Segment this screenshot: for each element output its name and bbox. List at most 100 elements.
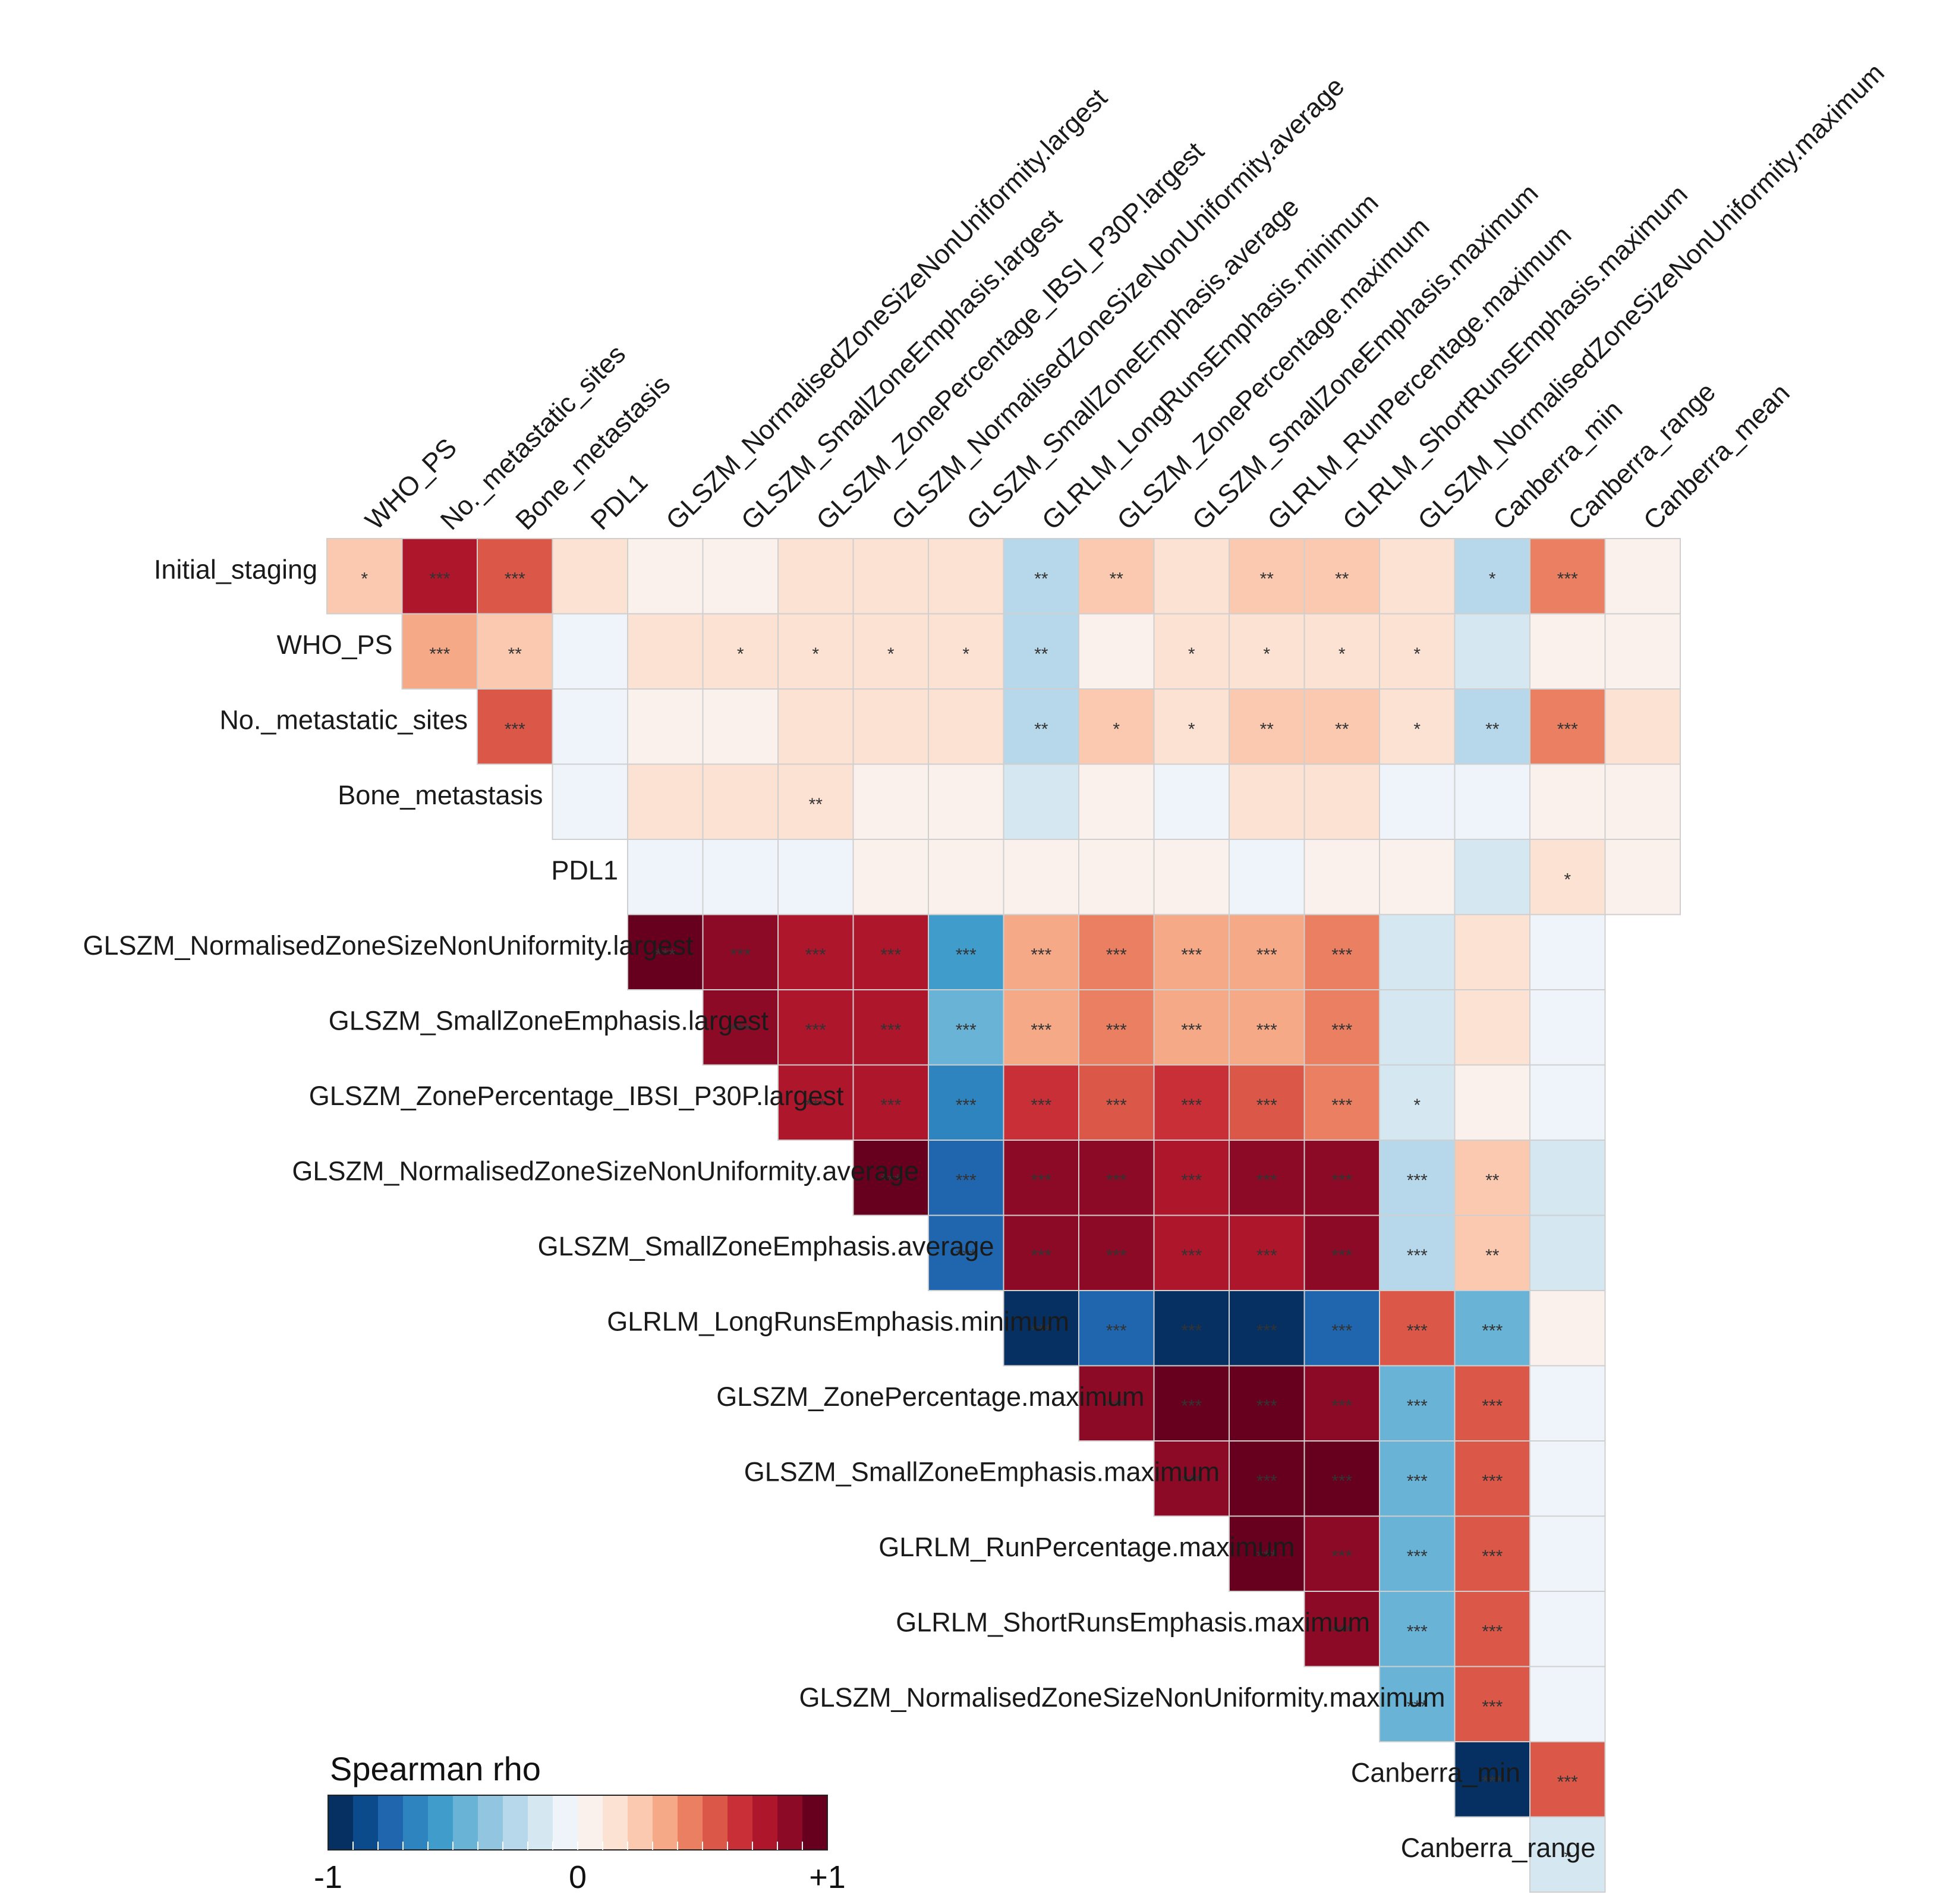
- heatmap-cell: [852, 914, 929, 990]
- significance-marker: *: [1489, 569, 1496, 588]
- heatmap-cell: [1604, 613, 1681, 690]
- heatmap-cell: [1379, 1290, 1456, 1367]
- row-label: GLRLM_LongRunsEmphasis.minimum: [607, 1306, 1069, 1336]
- significance-marker: ***: [655, 945, 676, 965]
- significance-marker: *: [737, 644, 744, 664]
- column-label: Canberra_min: [1487, 394, 1629, 536]
- significance-marker: ***: [1407, 1170, 1428, 1190]
- heatmap-cell: [627, 839, 704, 915]
- significance-marker: ***: [1557, 1772, 1578, 1792]
- heatmap-cell: [1303, 1591, 1380, 1667]
- heatmap-cell: [1529, 1365, 1606, 1442]
- column-labels: WHO_PSNo._metastatic_sitesBone_metastasi…: [359, 57, 1890, 536]
- heatmap-cell: [627, 688, 704, 765]
- heatmap-cell: [1229, 763, 1305, 840]
- significance-marker: ***: [1256, 1246, 1277, 1266]
- significance-marker: ***: [1482, 1772, 1503, 1792]
- significance-marker: ***: [1331, 1471, 1352, 1491]
- heatmap-cell: [928, 914, 1004, 990]
- significance-marker: **: [1485, 1246, 1500, 1266]
- significance-marker: **: [1034, 569, 1048, 588]
- heatmap-cell: [326, 538, 403, 615]
- significance-marker: ***: [1256, 945, 1277, 965]
- row-labels: Initial_staging WHO_PS No._metastatic_site…: [83, 554, 1595, 1863]
- significance-marker: ***: [1106, 945, 1127, 965]
- significance-marker: ***: [1482, 1697, 1503, 1717]
- heatmap-cell: [777, 538, 854, 615]
- heatmap-cell: [1379, 1064, 1456, 1141]
- heatmap-cell: [1454, 1666, 1530, 1742]
- significance-marker: ***: [1256, 1396, 1277, 1416]
- heatmap-cell: [928, 1214, 1004, 1291]
- legend-swatch: [578, 1795, 603, 1850]
- heatmap-cell: [1078, 613, 1155, 690]
- legend-title: Spearman rho: [330, 1750, 541, 1787]
- legend-swatch: [752, 1795, 778, 1850]
- significance-marker: ***: [1106, 1396, 1127, 1416]
- heatmap-cell: [777, 688, 854, 765]
- significance-marker: ***: [1031, 1246, 1051, 1266]
- color-legend: Spearman rho -1 0 +1: [314, 1750, 846, 1895]
- heatmap-cell: [777, 989, 854, 1066]
- heatmap-cell: [1078, 1365, 1155, 1442]
- row-label: GLSZM_NormalisedZoneSizeNonUniformity.la…: [83, 930, 694, 961]
- heatmap-cell: [1153, 1440, 1230, 1517]
- significance-marker: ***: [1482, 1547, 1503, 1566]
- row-label: GLSZM_NormalisedZoneSizeNonUniformity.av…: [292, 1156, 919, 1186]
- significance-marker: ***: [880, 1020, 901, 1040]
- heatmap-cell: [1529, 1214, 1606, 1291]
- significance-marker: ***: [1031, 1321, 1051, 1340]
- row-label: WHO_PS: [276, 630, 392, 660]
- row-label: Initial_staging: [154, 554, 317, 584]
- heatmap-cell: [928, 1140, 1004, 1216]
- row-label: Canberra_range: [1401, 1833, 1596, 1863]
- heatmap-cell: [1529, 1591, 1606, 1667]
- heatmap-cell: [1303, 1290, 1380, 1367]
- heatmap-cell: [1078, 1064, 1155, 1141]
- significance-marker: **: [1260, 569, 1274, 588]
- heatmap-cell: [777, 1064, 854, 1141]
- legend-swatch: [553, 1795, 578, 1850]
- significance-marker: ***: [1256, 1321, 1277, 1340]
- heatmap-cell: [477, 538, 553, 615]
- row-label: GLSZM_ZonePercentage.maximum: [716, 1381, 1144, 1412]
- heatmap-cell: [1379, 613, 1456, 690]
- row-label: GLSZM_SmallZoneEmphasis.largest: [329, 1005, 769, 1036]
- heatmap-cell: [552, 763, 628, 840]
- legend-swatch: [628, 1795, 653, 1850]
- legend-swatch: [378, 1795, 404, 1850]
- row-label: PDL1: [551, 855, 618, 885]
- heatmap-cell: [1379, 1591, 1456, 1667]
- heatmap-cell: [928, 613, 1004, 690]
- significance-marker: ***: [1181, 1321, 1202, 1340]
- significance-marker: ***: [1031, 1170, 1051, 1190]
- significance-marker: ***: [429, 644, 450, 664]
- heatmap-cell: [928, 688, 1004, 765]
- row-label: GLRLM_ShortRunsEmphasis.maximum: [896, 1607, 1370, 1637]
- heatmap-cell: [1529, 1816, 1606, 1893]
- heatmap-cell: [1003, 613, 1079, 690]
- heatmap-cell: [1153, 989, 1230, 1066]
- significance-marker: ***: [1106, 1321, 1127, 1340]
- heatmap-cell: [1078, 763, 1155, 840]
- significance-marker: ***: [880, 1170, 901, 1190]
- significance-marker: *: [887, 644, 895, 664]
- significance-marker: ***: [1482, 1321, 1503, 1340]
- significance-marker: *: [1413, 644, 1421, 664]
- heatmap-cell: [1529, 1666, 1606, 1742]
- heatmap-cell: [1229, 839, 1305, 915]
- significance-marker: *: [1413, 719, 1421, 739]
- significance-marker: ***: [730, 945, 751, 965]
- heatmap-cell: [1003, 839, 1079, 915]
- significance-marker: ***: [505, 569, 525, 588]
- heatmap-cell: [1529, 1064, 1606, 1141]
- significance-marker: ***: [429, 569, 450, 588]
- column-label: GLSZM_SmallZoneEmphasis.maximum: [1186, 178, 1544, 536]
- heatmap-cell: [627, 914, 704, 990]
- heatmap-cell: [1379, 763, 1456, 840]
- heatmap-cell: [1529, 1140, 1606, 1216]
- heatmap-cell: [1379, 1666, 1456, 1742]
- heatmap-cell: [1604, 839, 1681, 915]
- heatmap-cell: [1078, 1290, 1155, 1367]
- column-label: GLRLM_ShortRunsEmphasis.maximum: [1337, 179, 1693, 536]
